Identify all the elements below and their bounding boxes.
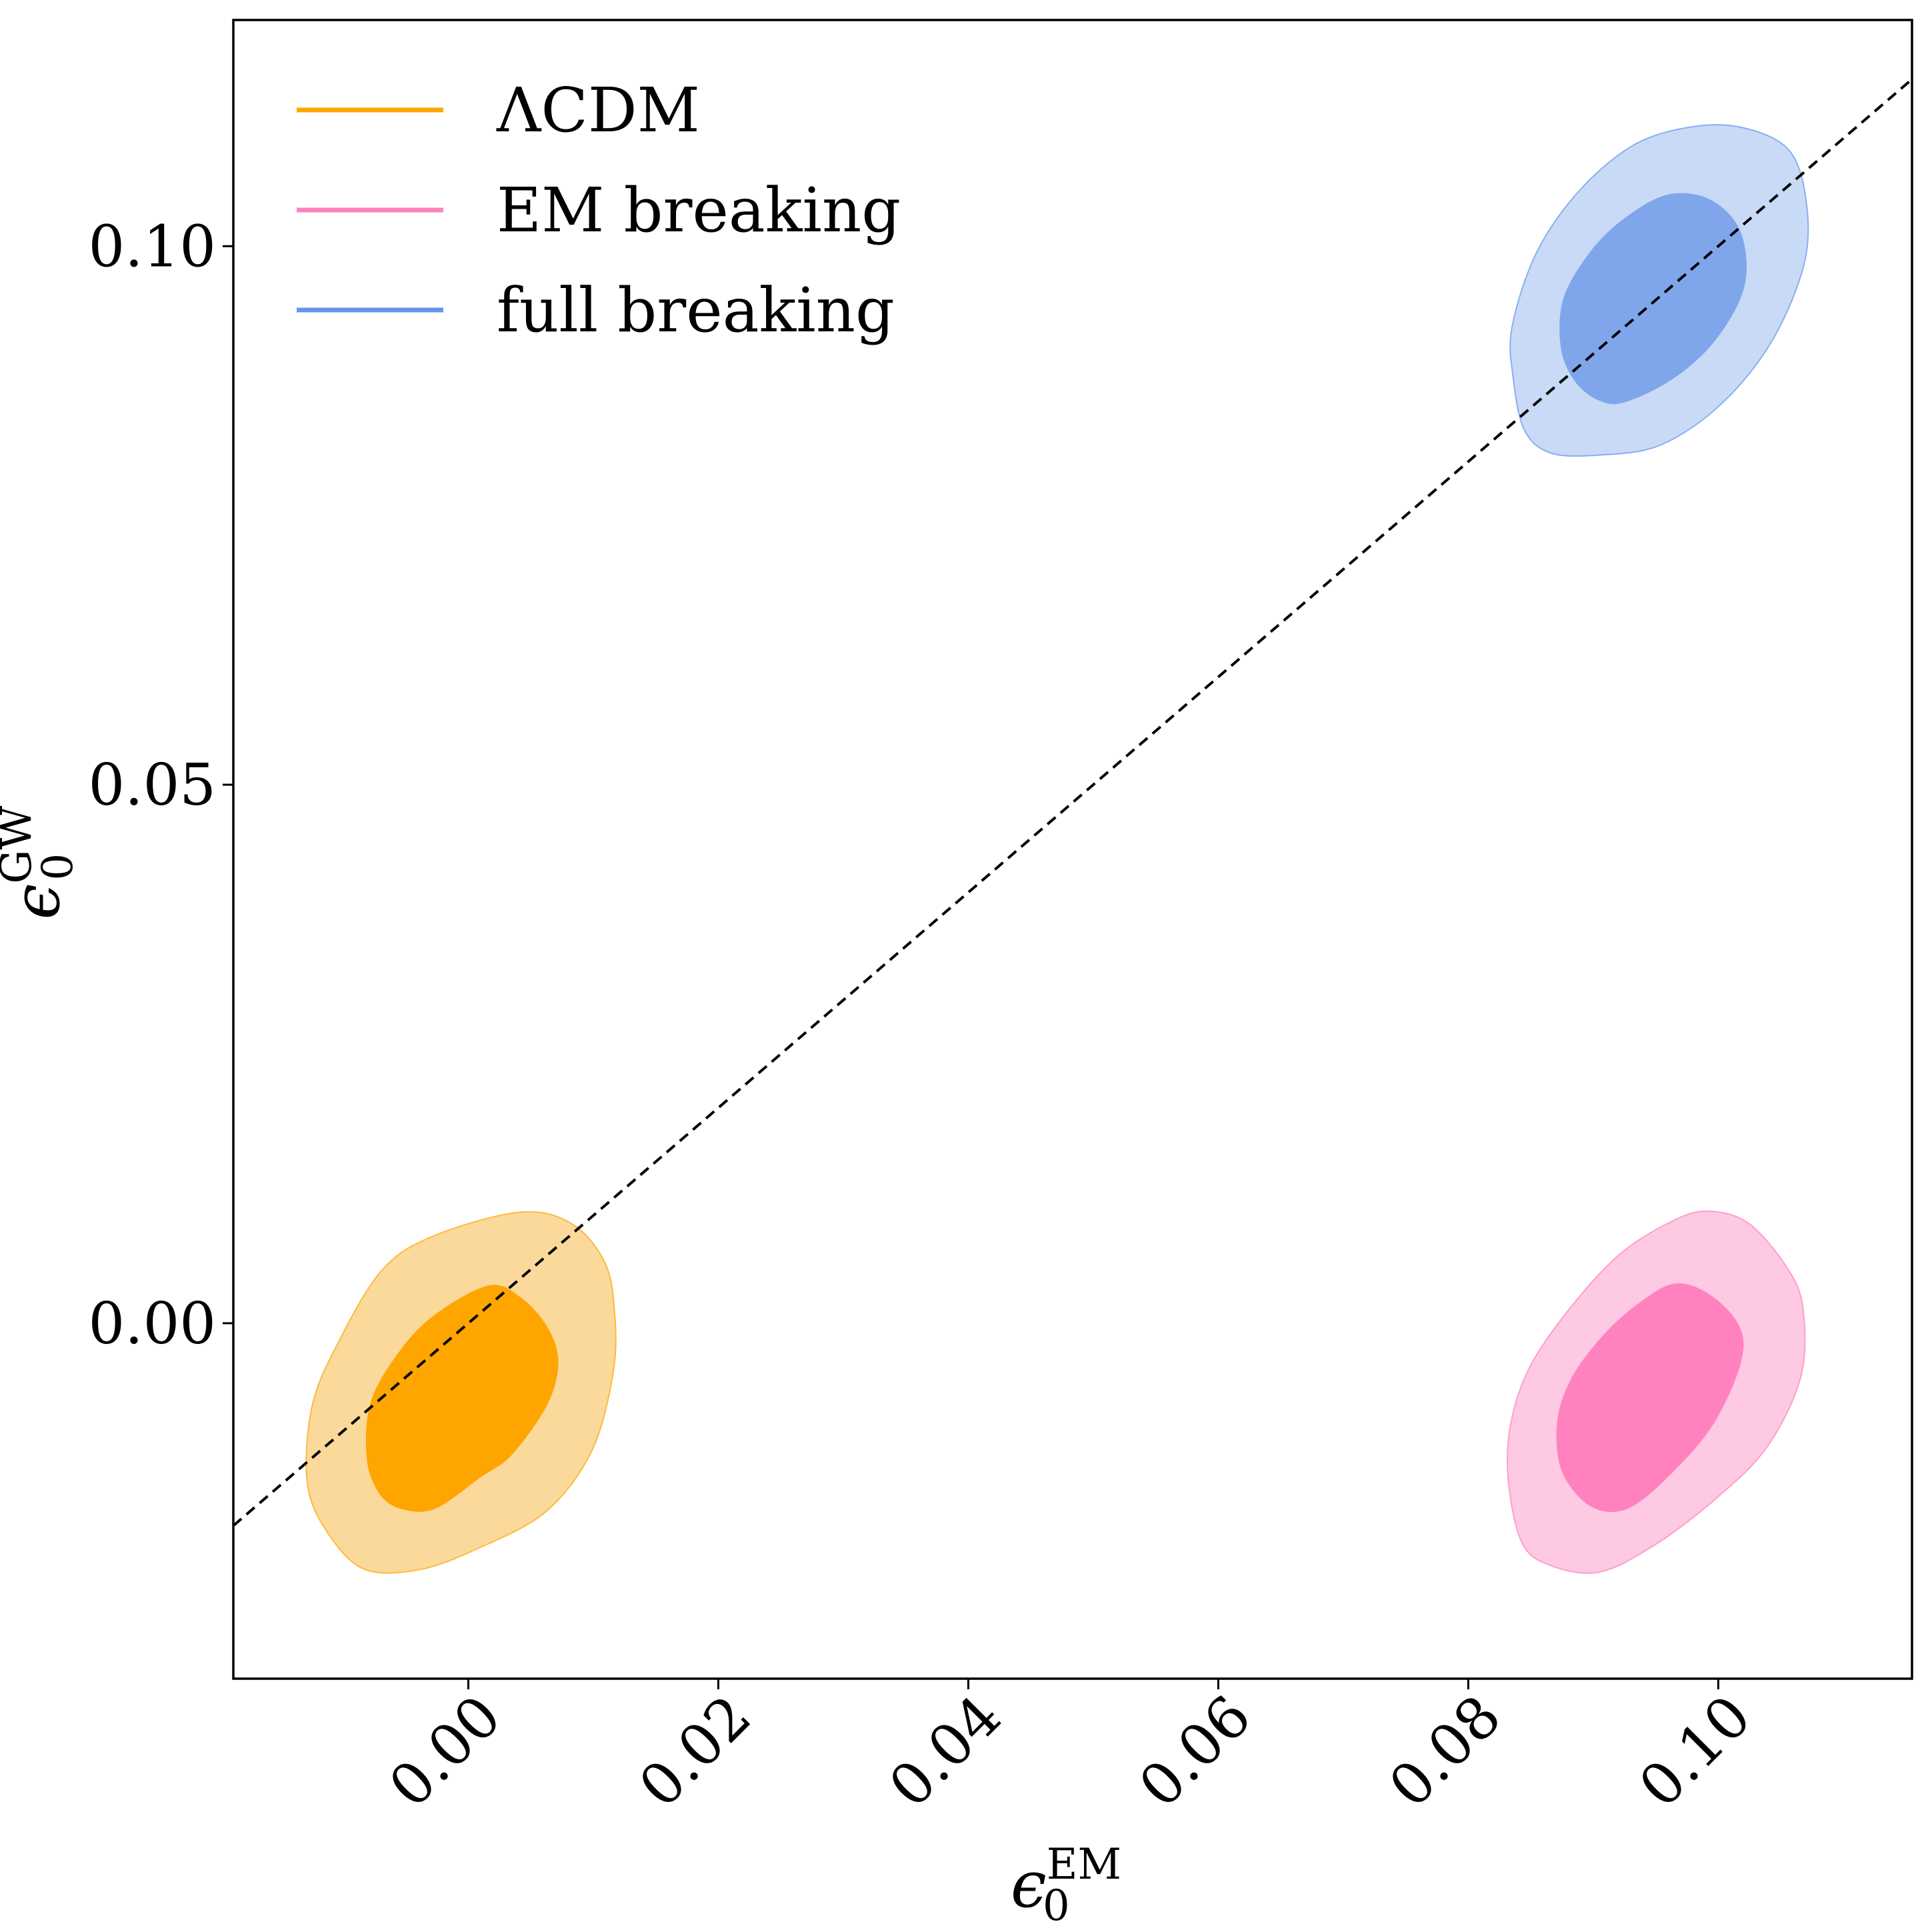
contour-1sigma-cdm (365, 1285, 559, 1512)
plot-frame (232, 19, 1913, 1680)
contour-1sigma-em-breaking (1556, 1283, 1744, 1512)
x-axis-label: ϵEM 0 (1011, 1840, 1121, 1931)
x-tick-label: 0.08 (1377, 1683, 1514, 1820)
y-axis-label: ϵGW0 (0, 805, 83, 919)
contour-layer (305, 124, 1809, 1574)
x-tick-label: 0.10 (1627, 1683, 1764, 1820)
x-tick-label: 0.00 (377, 1683, 514, 1820)
legend-label: ΛCDM (496, 75, 700, 146)
legend-label: EM breaking (497, 175, 901, 246)
y-axis-label-superscript: GW (0, 805, 41, 883)
x-axis-label-subscript: 0 (1043, 1881, 1070, 1931)
legend: ΛCDM EM breaking full breaking (297, 75, 901, 346)
x-axis-label-superscript: EM (1047, 1840, 1121, 1889)
y-tick-label: 0.00 (89, 1291, 216, 1357)
x-axis: 0.00 0.02 0.04 0.06 0.08 0.10 (377, 1679, 1764, 1821)
y-axis: 0.00 0.05 0.10 (89, 213, 233, 1357)
legend-label: full breaking (497, 275, 895, 346)
reference-diagonal-line (232, 78, 1913, 1527)
y-tick-label: 0.05 (89, 752, 216, 819)
x-tick-label: 0.02 (627, 1683, 764, 1820)
x-tick-label: 0.06 (1127, 1683, 1264, 1820)
contour-1sigma-full-breaking (1559, 193, 1747, 405)
y-tick-label: 0.10 (89, 213, 216, 280)
y-axis-label-subscript: 0 (33, 853, 83, 881)
x-tick-label: 0.04 (877, 1683, 1014, 1820)
